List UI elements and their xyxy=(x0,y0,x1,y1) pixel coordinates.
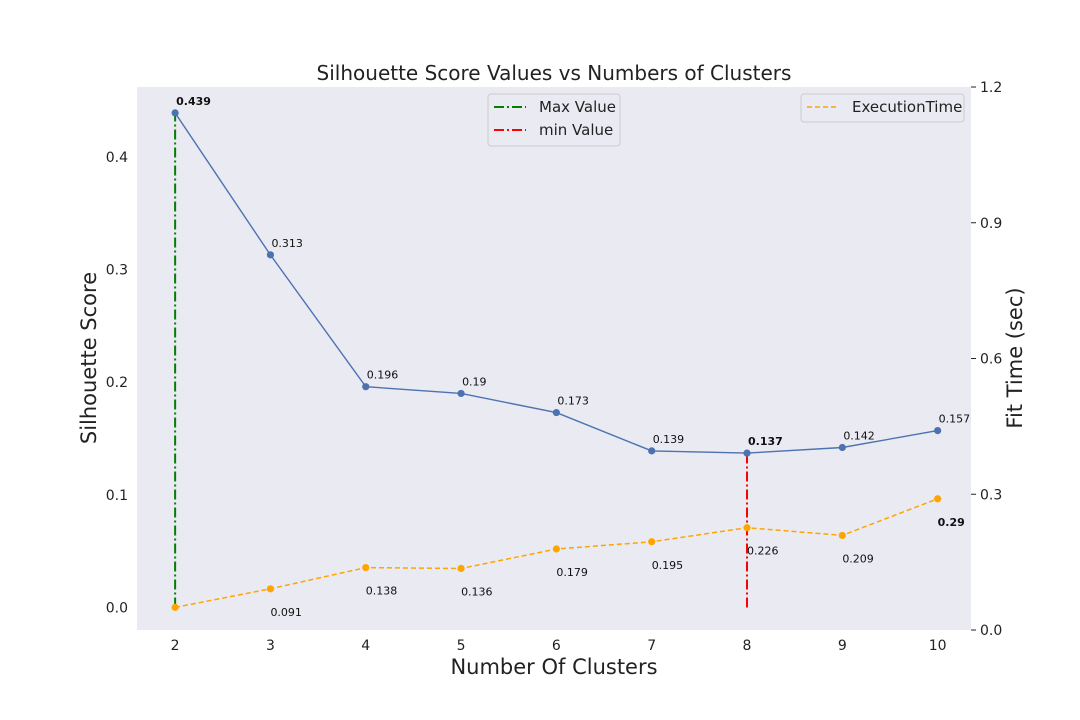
data-point-fit_time xyxy=(838,531,846,540)
x-tick-label: 10 xyxy=(929,638,947,654)
y-tick-label: 0.1 xyxy=(106,488,128,504)
data-point-fit_time xyxy=(362,563,370,572)
data-point-fit_time xyxy=(171,603,179,611)
point-label-fit_time: 0.136 xyxy=(461,585,493,598)
point-label-silhouette: 0.439 xyxy=(176,95,211,108)
y-tick-label: 0.3 xyxy=(106,263,128,279)
y-tick-label: 0.4 xyxy=(106,150,128,166)
plot-area xyxy=(137,87,971,630)
data-points xyxy=(171,109,942,611)
point-label-fit_time: 0.091 xyxy=(270,606,302,619)
x-tick-label: 8 xyxy=(743,638,752,654)
y2-axis-title: Fit Time (sec) xyxy=(1003,287,1027,428)
y2-tick-label: 0.3 xyxy=(980,487,1002,503)
legend-series-box xyxy=(800,93,965,123)
legend-reference: Max Value min Value xyxy=(487,93,621,147)
data-point-silhouette xyxy=(362,383,370,391)
y2-tick-label: 0.6 xyxy=(980,352,1002,368)
point-label-fit_time: 0.195 xyxy=(652,559,684,572)
x-tick-label: 7 xyxy=(647,638,656,654)
point-labels: 0.439 0.313 0.196 0.19 0.173 0.139 0.137 0.142 0… xyxy=(176,95,970,619)
data-point-silhouette xyxy=(934,426,942,435)
point-label-silhouette: 0.196 xyxy=(367,369,399,382)
point-label-fit_time: 0.179 xyxy=(556,566,588,579)
data-point-fit_time xyxy=(743,524,751,532)
x-tick-label: 2 xyxy=(171,638,180,654)
point-label-fit_time: 0.226 xyxy=(747,545,779,558)
x-axis-title: Number Of Clusters xyxy=(450,655,657,679)
data-point-fit_time xyxy=(457,564,465,573)
point-label-silhouette: 0.142 xyxy=(843,429,875,442)
data-point-fit_time xyxy=(552,545,560,553)
data-point-fit_time xyxy=(648,538,656,546)
data-point-silhouette xyxy=(171,109,179,117)
x-tick-label: 6 xyxy=(552,638,561,654)
data-point-silhouette xyxy=(266,251,275,259)
y2-axis-ticks: 0.0 0.3 0.6 0.9 1.2 xyxy=(971,80,1002,639)
legend-series: ExecutionTime xyxy=(800,93,965,123)
point-label-silhouette: 0.139 xyxy=(653,433,685,446)
point-label-silhouette: 0.19 xyxy=(462,375,487,388)
y-tick-label: 0.2 xyxy=(106,375,128,391)
legend-min-label: min Value xyxy=(539,121,613,139)
point-label-silhouette: 0.313 xyxy=(271,237,303,250)
y2-tick-label: 0.0 xyxy=(980,623,1002,639)
point-label-silhouette: 0.157 xyxy=(939,413,971,426)
point-label-silhouette: 0.137 xyxy=(748,435,783,448)
data-point-fit_time xyxy=(934,495,942,503)
y2-tick-label: 0.9 xyxy=(980,216,1002,232)
x-tick-label: 3 xyxy=(266,638,275,654)
point-label-fit_time: 0.209 xyxy=(842,552,874,565)
point-label-fit_time: 0.138 xyxy=(366,585,398,598)
data-point-silhouette xyxy=(648,447,656,455)
x-tick-label: 9 xyxy=(838,638,847,654)
data-point-fit_time xyxy=(266,585,275,593)
data-point-silhouette xyxy=(457,389,465,398)
y-axis-ticks: 0.0 0.1 0.2 0.3 0.4 xyxy=(106,150,128,617)
x-tick-label: 5 xyxy=(457,638,466,654)
point-label-silhouette: 0.173 xyxy=(557,395,589,408)
data-point-silhouette xyxy=(838,443,846,452)
legend-max-label: Max Value xyxy=(539,98,616,116)
y-tick-label: 0.0 xyxy=(106,600,128,616)
chart-title: Silhouette Score Values vs Numbers of Cl… xyxy=(317,61,792,85)
y2-tick-label: 1.2 xyxy=(980,80,1002,96)
point-label-fit_time: 0.29 xyxy=(938,516,965,529)
data-point-silhouette xyxy=(552,408,560,417)
data-point-silhouette xyxy=(743,449,751,457)
x-tick-label: 4 xyxy=(361,638,370,654)
x-axis-ticks: 2 3 4 5 6 7 8 9 10 xyxy=(171,638,947,654)
y-axis-title: Silhouette Score xyxy=(77,272,101,444)
legend-execution-time-label: ExecutionTime xyxy=(852,98,962,116)
